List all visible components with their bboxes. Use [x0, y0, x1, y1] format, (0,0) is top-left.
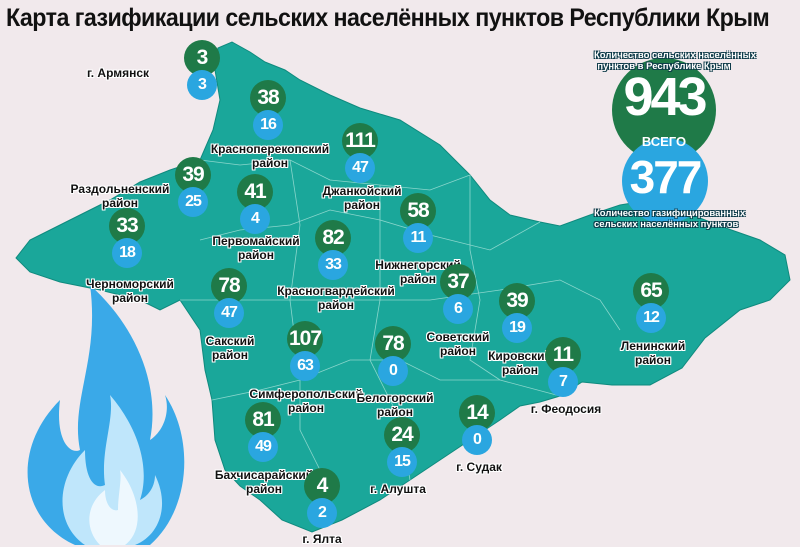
region-type: район: [288, 401, 324, 415]
region-type: район: [252, 156, 288, 170]
crimea-outline: [15, 41, 791, 533]
region-total-circle: 111: [342, 123, 378, 159]
region-gasified-circle: 15: [387, 447, 417, 477]
region-name: Белогорский: [356, 391, 434, 405]
region-label: г. Армянск: [87, 66, 149, 80]
total-caption-line: Количество сельских населённых: [594, 50, 757, 61]
region-label: Ленинский район: [621, 339, 685, 367]
region-type: район: [400, 272, 436, 286]
region-type: район: [440, 344, 476, 358]
region-type: район: [377, 405, 413, 419]
gasified-count: 377: [629, 151, 703, 203]
region-gasified-circle: 63: [290, 351, 320, 381]
gasified-caption: Количество газифицированных сельских нас…: [594, 208, 746, 230]
region-name: г. Ялта: [302, 532, 342, 546]
total-count: 943: [623, 67, 707, 127]
region-gasified-circle: 12: [636, 303, 666, 333]
region-name: Красноперекопский: [210, 142, 330, 156]
gasified-caption-line: Количество газифицированных: [594, 208, 746, 219]
region-label: Кировский район: [488, 349, 552, 377]
region-name: г. Алушта: [370, 482, 426, 496]
region-type: район: [238, 248, 274, 262]
region-label: г. Феодосия: [531, 402, 601, 416]
region-name: Советский: [426, 330, 490, 344]
region-label: Советский район: [427, 330, 490, 358]
region-label: Красноперекопский район: [211, 142, 329, 170]
region-label: Раздольненский район: [71, 182, 170, 210]
region-label: Сакский район: [206, 334, 255, 362]
region-label: Первомайский район: [212, 234, 299, 262]
total-caption-line: пунктов в Республике Крым: [597, 61, 731, 72]
region-name: г. Армянск: [86, 66, 150, 80]
total-word: ВСЕГО: [641, 134, 687, 149]
region-gasified-circle: 7: [548, 367, 578, 397]
region-type: район: [246, 482, 282, 496]
region-label: Черноморский район: [86, 277, 174, 305]
region-name: Ленинский: [620, 339, 686, 353]
region-name: Черноморский: [86, 277, 174, 291]
region-name: Кировский: [488, 349, 552, 363]
region-name: Первомайский: [212, 234, 300, 248]
gas-flame-icon: [27, 285, 185, 545]
region-type: район: [112, 291, 148, 305]
region-type: район: [102, 196, 138, 210]
region-name: Симферопольский: [249, 387, 363, 401]
region-label: Красногвардейский район: [277, 284, 395, 312]
region-gasified-circle: 19: [502, 313, 532, 343]
gasified-caption-line: сельских населённых пунктов: [594, 219, 739, 230]
region-type: район: [212, 348, 248, 362]
region-label: г. Судак: [456, 460, 502, 474]
region-gasified-circle: 25: [178, 187, 208, 217]
region-name: Сакский: [205, 334, 255, 348]
page-title: Карта газификации сельских населённых пу…: [6, 4, 770, 32]
region-gasified-circle: 2: [307, 498, 337, 528]
region-name: Джанкойский: [322, 184, 402, 198]
region-gasified-circle: 18: [112, 238, 142, 268]
region-name: Раздольненский: [70, 182, 170, 196]
region-label: Нижнегорский район: [375, 258, 460, 286]
region-gasified-circle: 0: [378, 356, 408, 386]
region-gasified-circle: 6: [443, 294, 473, 324]
region-gasified-circle: 11: [403, 223, 433, 253]
region-label: г. Алушта: [370, 482, 426, 496]
region-name: Красногвардейский: [277, 284, 395, 298]
total-caption: Количество сельских населённых пунктов в…: [594, 50, 757, 72]
region-type: район: [344, 198, 380, 212]
region-label: Симферопольский район: [249, 387, 362, 415]
region-type: район: [635, 353, 671, 367]
region-gasified-circle: 0: [462, 425, 492, 455]
region-type: район: [502, 363, 538, 377]
region-gasified-circle: 3: [187, 70, 217, 100]
region-label: г. Ялта: [302, 532, 341, 546]
region-gasified-circle: 47: [214, 298, 244, 328]
region-total-circle: 33: [109, 208, 145, 244]
region-gasified-circle: 33: [318, 250, 348, 280]
region-gasified-circle: 4: [240, 204, 270, 234]
region-label: Белогорский район: [356, 391, 433, 419]
region-gasified-circle: 47: [345, 153, 375, 183]
region-type: район: [318, 298, 354, 312]
region-total-circle: 14: [459, 395, 495, 431]
region-name: Бахчисарайский: [214, 468, 314, 482]
region-name: Нижнегорский: [375, 258, 461, 272]
region-name: г. Феодосия: [530, 402, 602, 416]
region-gasified-circle: 16: [253, 110, 283, 140]
region-gasified-circle: 49: [248, 432, 278, 462]
region-label: Джанкойский район: [322, 184, 401, 212]
region-name: г. Судак: [456, 460, 502, 474]
region-label: Бахчисарайский район: [215, 468, 313, 496]
gasified-circle: [622, 138, 708, 224]
